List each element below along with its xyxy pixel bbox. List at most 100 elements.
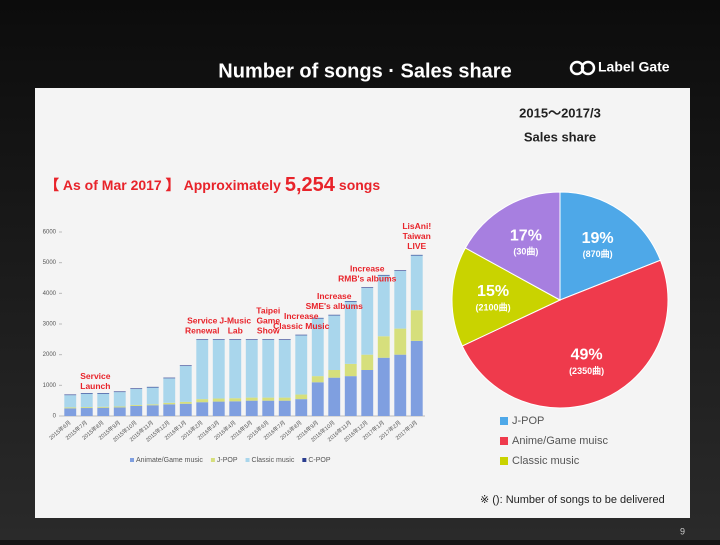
headline-part: 5,254 <box>285 174 336 196</box>
y-tick-label: 2000 <box>43 352 57 358</box>
annotation: SME's albums <box>306 301 364 311</box>
bar-segment <box>278 339 291 340</box>
bar-segment <box>130 404 143 406</box>
bar-segment <box>394 270 407 271</box>
bar-segment <box>245 339 258 340</box>
bar-segment <box>80 408 93 416</box>
slice-sublabel: (30曲) <box>513 246 538 257</box>
bar-segment <box>311 382 324 416</box>
headline-part: 【 As of Mar 2017 】 <box>45 177 180 193</box>
bar-segment <box>295 399 308 416</box>
bar-segment <box>146 386 159 388</box>
slice-label: 15% <box>477 283 509 300</box>
bar-segment <box>80 407 93 409</box>
legend-label: Classic music <box>252 457 295 464</box>
legend-swatch <box>245 458 250 462</box>
bar-segment <box>278 339 291 398</box>
pie-slice <box>464 191 561 301</box>
annotation: Service <box>187 316 218 326</box>
slide-title: Number of songs · Sales share <box>218 60 511 82</box>
headline-part: songs <box>339 177 380 193</box>
pie-slice <box>461 259 669 409</box>
logo-icon <box>580 60 596 76</box>
bar-segment <box>328 370 341 378</box>
annotation: Lab <box>228 326 243 336</box>
pie-subtitle: Sales share <box>524 129 596 144</box>
bar-segment <box>328 377 341 416</box>
slice-sublabel: (2350曲) <box>569 365 604 376</box>
legend-label: Anime/Game muisc <box>512 435 608 447</box>
slice-sublabel: (870曲) <box>583 248 613 259</box>
bar-segment <box>113 407 126 416</box>
bar-segment <box>80 393 93 408</box>
pie-title: 2015～2017/3 <box>519 105 601 120</box>
bar-segment <box>97 393 110 407</box>
bar-segment <box>344 363 357 377</box>
legend-swatch <box>210 458 215 462</box>
annotation: J-Music <box>219 316 251 326</box>
bar-segment <box>64 395 77 408</box>
bar-segment <box>245 397 258 401</box>
bar-segment <box>130 389 143 405</box>
bar-segment <box>295 335 308 395</box>
bar-segment <box>212 398 225 402</box>
bar-segment <box>146 405 159 416</box>
annotation: Increase <box>317 291 352 301</box>
bar-segment <box>64 408 77 416</box>
bar-segment <box>212 339 225 399</box>
bar-segment <box>130 405 143 416</box>
annotation: Launch <box>80 381 110 391</box>
bar-segment <box>344 376 357 416</box>
bar-segment <box>344 301 357 302</box>
bar-segment <box>97 393 110 394</box>
y-tick-label: 1000 <box>43 383 57 389</box>
slice-label: 49% <box>571 347 603 364</box>
annotation: LisAni! <box>402 221 431 231</box>
annotation: Increase <box>350 263 385 273</box>
logo-text: Label Gate <box>598 59 670 75</box>
bar-segment <box>212 401 225 416</box>
bar-segment <box>328 315 341 370</box>
legend-swatch <box>302 458 307 462</box>
logo: Label Gate <box>569 59 670 76</box>
bar-segment <box>97 407 110 416</box>
headline: 【 As of Mar 2017 】 Approximately 5,254 song… <box>45 174 380 196</box>
bar-segment <box>163 377 176 379</box>
bar-segment <box>394 270 407 329</box>
slice-label: 19% <box>582 230 614 247</box>
slice-label: 17% <box>510 228 542 245</box>
y-tick-label: 6000 <box>43 230 57 236</box>
bar-segment <box>113 391 126 393</box>
bar-segment <box>229 339 242 399</box>
bar-segment <box>179 365 192 367</box>
legend-swatch <box>500 457 508 465</box>
annotation: Taipei <box>256 306 280 316</box>
pie-slice <box>451 247 562 347</box>
bar-segment <box>262 397 275 401</box>
y-tick-label: 0 <box>53 414 57 420</box>
bar-segment <box>377 275 390 337</box>
legend-label: J-POP <box>512 415 544 427</box>
annotation: Classic Music <box>273 321 329 331</box>
bar-segment <box>163 378 176 403</box>
legend-label: J-POP <box>217 457 238 464</box>
legend-swatch <box>500 417 508 425</box>
bar-segment <box>113 406 126 408</box>
bar-segment <box>262 339 275 398</box>
bar-segment <box>196 399 209 403</box>
bar-segment <box>328 314 341 316</box>
bar-segment <box>377 274 390 276</box>
bar-segment <box>196 402 209 416</box>
bar-segment <box>361 370 374 416</box>
bar-segment <box>361 287 374 288</box>
bar-segment <box>245 400 258 416</box>
bar-segment <box>410 254 423 256</box>
bar-segment <box>278 400 291 416</box>
bar-segment <box>80 393 93 394</box>
bar-segment <box>410 340 423 416</box>
bar-segment <box>361 354 374 370</box>
bar-segment <box>361 287 374 355</box>
headline-part: Approximately <box>184 177 281 193</box>
legend-label: C-POP <box>308 457 331 464</box>
